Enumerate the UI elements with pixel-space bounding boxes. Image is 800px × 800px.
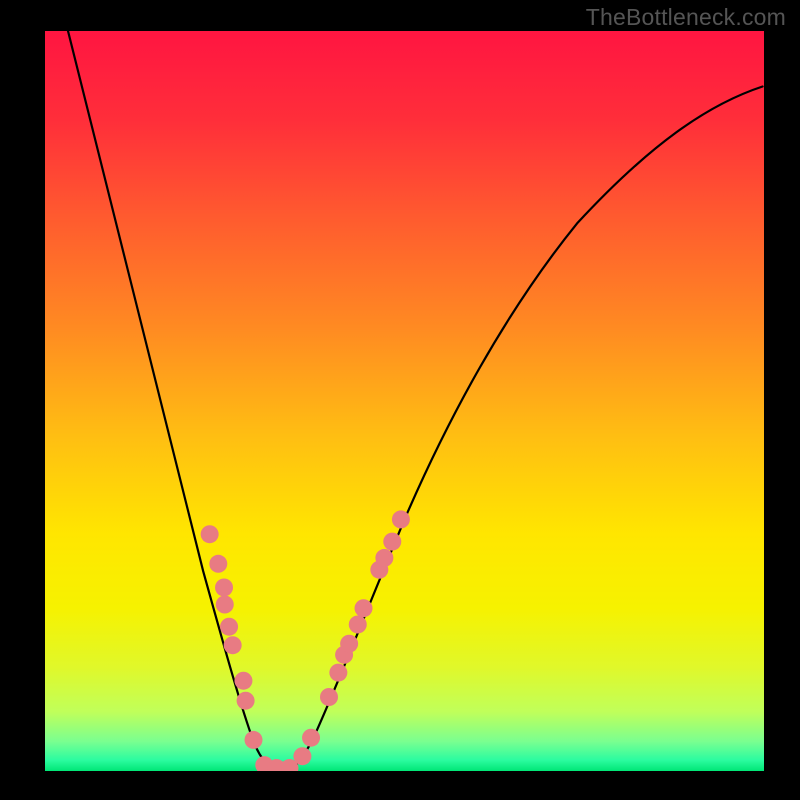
watermark-text: TheBottleneck.com: [586, 4, 786, 31]
marker-dot: [201, 525, 219, 543]
marker-dot: [215, 578, 233, 596]
marker-dot: [355, 599, 373, 617]
marker-dot: [320, 688, 338, 706]
marker-dot: [245, 731, 263, 749]
marker-dot: [216, 596, 234, 614]
marker-dot: [220, 618, 238, 636]
marker-dot: [349, 615, 367, 633]
marker-dot: [383, 533, 401, 551]
marker-dot: [209, 555, 227, 573]
marker-dot: [340, 635, 358, 653]
marker-dot: [302, 729, 320, 747]
marker-dot: [375, 549, 393, 567]
marker-dot: [293, 747, 311, 765]
marker-dot: [234, 672, 252, 690]
marker-dot: [237, 692, 255, 710]
chart-svg: [45, 31, 764, 771]
chart-plot-area: [45, 31, 764, 771]
gradient-background: [45, 31, 764, 771]
marker-dot: [224, 636, 242, 654]
marker-dot: [392, 510, 410, 528]
marker-dot: [329, 664, 347, 682]
